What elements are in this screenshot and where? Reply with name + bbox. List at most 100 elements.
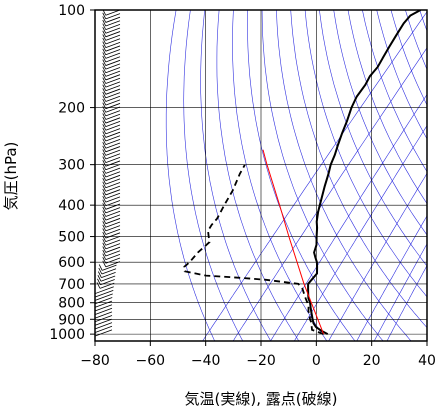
dry-adiabat-line: [304, 10, 427, 298]
wind-barb-flag: [102, 181, 107, 188]
wind-barb-flag: [88, 317, 91, 323]
dry-adiabat-line: [333, 10, 427, 236]
wind-barb-flag: [102, 77, 107, 84]
wind-barb-flag: [102, 239, 107, 246]
y-axis-title: 気圧(hPa): [2, 142, 20, 211]
wind-barb-flag: [102, 52, 107, 59]
wind-barb-flag: [102, 145, 107, 152]
wind-barb-flag: [102, 62, 107, 70]
wind-barb-stem: [105, 239, 121, 246]
wind-barb-flag: [97, 278, 101, 285]
wind-barb-flag: [102, 257, 107, 264]
wind-barb-stem: [105, 20, 121, 27]
wind-barb-stem: [105, 182, 121, 189]
wind-barb-flag: [98, 264, 103, 271]
wind-barb-stem: [105, 88, 121, 95]
wind-barb-flag: [102, 37, 107, 45]
wind-barb-flag: [102, 260, 107, 267]
wind-barb-stem: [95, 318, 113, 326]
wind-barb-flag: [102, 192, 107, 199]
wind-barb-flag: [102, 102, 107, 109]
temperature-line: [307, 10, 422, 335]
wind-barb-stem: [105, 174, 121, 181]
wind-barb-stem: [105, 70, 121, 77]
dry-adiabat-line: [232, 10, 328, 341]
wind-barb-stem: [105, 103, 121, 110]
wind-barb-flag: [102, 138, 107, 145]
x-axis-title: 気温(実線), 露点(破線): [185, 390, 338, 408]
wind-barb-stem: [95, 289, 114, 298]
dry-adiabat-line: [276, 10, 412, 341]
wind-barb-stem: [105, 178, 121, 185]
wind-barb-flag: [102, 210, 107, 217]
wind-barb-stem: [105, 243, 121, 250]
wind-barb-flag: [102, 120, 107, 127]
wind-barb-stem: [105, 77, 121, 84]
wind-barb-flag: [102, 34, 107, 41]
wind-barb-flag: [88, 321, 91, 327]
wind-barb-flag: [102, 59, 107, 66]
wind-barb-stem: [105, 10, 121, 16]
x-tick-label: −20: [246, 353, 276, 369]
wind-barb-flag: [102, 84, 107, 91]
wind-barb-flag: [102, 109, 107, 117]
wind-barb-stem: [105, 124, 121, 131]
wind-barb-stem: [105, 110, 121, 117]
wind-barb-stem: [105, 59, 121, 66]
wind-barb-flag: [97, 271, 102, 278]
dry-adiabat-line: [216, 10, 300, 341]
wind-barb-flag: [102, 170, 107, 178]
wind-barb-flag: [102, 217, 107, 224]
wind-barb-stem: [105, 99, 121, 106]
dry-adiabat-line: [390, 10, 427, 106]
wind-barb-flag: [89, 292, 92, 298]
wind-barb-stem: [95, 307, 113, 315]
wind-barb-flag: [89, 296, 92, 302]
series-group: [183, 10, 422, 335]
wind-barb-stem: [105, 67, 121, 74]
wind-barb-flag: [102, 134, 107, 142]
wind-barb-flag: [102, 80, 107, 88]
wind-barb-stem: [105, 146, 121, 153]
wind-barb-flag: [102, 12, 107, 20]
y-tick-label: 100: [58, 3, 85, 19]
auxiliary-lines-group: [165, 10, 427, 341]
dry-adiabat-line: [165, 10, 215, 341]
wind-barb-stem: [105, 49, 121, 56]
wind-barb-stem: [105, 106, 121, 113]
wind-barb-flag: [102, 195, 107, 203]
x-tick-label: 20: [363, 353, 381, 369]
wind-barb-stem: [105, 85, 121, 92]
wind-barb-flag: [88, 324, 91, 330]
wind-barb-stem: [105, 214, 121, 221]
parcel-line: [262, 149, 325, 335]
dry-adiabat-line: [183, 10, 244, 341]
wind-barb-stem: [105, 171, 121, 178]
wind-barb-stem: [105, 149, 121, 156]
mixing-ratio-line: [373, 243, 427, 341]
wind-barb-flag: [102, 19, 107, 27]
x-tick-label: 0: [312, 353, 321, 369]
wind-barb-stem: [105, 221, 121, 228]
wind-barb-flag: [102, 27, 107, 34]
wind-barb-flag: [102, 127, 107, 135]
wind-barb-stem: [95, 322, 113, 330]
wind-barb-stem: [105, 131, 121, 138]
wind-barb-flag: [102, 23, 107, 30]
wind-barb-stem: [95, 311, 113, 319]
wind-barb-stem: [105, 200, 121, 207]
wind-barb-stem: [95, 325, 113, 333]
wind-barb-stem: [105, 138, 121, 146]
wind-barb-stem: [105, 56, 121, 63]
x-tick-label: 40: [418, 353, 436, 369]
wind-barb-flag: [102, 228, 107, 235]
wind-barb-flag: [102, 41, 107, 48]
wind-barb-flag: [102, 98, 107, 106]
dry-adiabat-line: [290, 10, 427, 329]
y-tick-label: 200: [58, 101, 85, 117]
wind-barb-stem: [95, 304, 113, 312]
wind-barb-flag: [102, 224, 107, 232]
wind-barb-flag: [102, 45, 107, 52]
wind-barb-stem: [105, 121, 121, 128]
wind-barb-flag: [102, 88, 107, 95]
